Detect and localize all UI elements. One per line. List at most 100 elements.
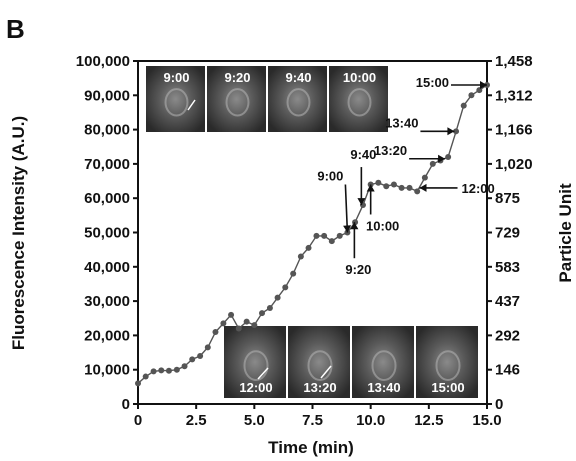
y2-tick-label: 146: [495, 362, 520, 379]
x-tick-label: 15.0: [472, 412, 501, 429]
data-point: [297, 253, 304, 260]
annotation-label: 9:40: [350, 147, 376, 162]
data-point: [220, 320, 227, 327]
inset-cell-ring: [371, 350, 397, 382]
y2-tick-label: 729: [495, 225, 520, 242]
y2-tick-label: 583: [495, 259, 520, 276]
inset-time-label: 10:00: [343, 70, 376, 85]
inset-cell-ring: [286, 88, 311, 117]
data-point: [429, 160, 436, 167]
inset-image: [268, 66, 327, 132]
data-point: [313, 232, 320, 239]
inset-image: [288, 326, 350, 398]
inset-cell-ring: [307, 350, 333, 382]
x-tick-label: 7.5: [302, 412, 323, 429]
data-point: [251, 322, 258, 329]
y-tick-label: 30,000: [84, 293, 130, 310]
x-tick-label: 12.5: [414, 412, 443, 429]
y-tick-label: 70,000: [84, 156, 130, 173]
data-point: [189, 356, 196, 363]
data-point: [142, 373, 149, 380]
inset-time-label: 9:00: [163, 70, 189, 85]
y2-tick-label: 1,020: [495, 156, 533, 173]
annotation-arrowhead: [366, 184, 375, 192]
annotation-label: 10:00: [366, 218, 399, 233]
data-point: [181, 363, 188, 370]
data-point: [321, 232, 328, 239]
data-point: [243, 318, 250, 325]
data-point: [476, 87, 483, 94]
data-point: [390, 181, 397, 188]
inset-cell-ring: [347, 88, 372, 117]
data-point: [336, 232, 343, 239]
y-tick-label: 80,000: [84, 122, 130, 139]
data-point: [165, 367, 172, 374]
y2-tick-label: 437: [495, 293, 520, 310]
annotation-arrowhead: [350, 222, 359, 230]
y2-axis-label: Particle Unit: [556, 183, 575, 283]
inset-image: [207, 66, 266, 132]
panel-label: B: [6, 14, 25, 44]
y2-tick-label: 1,166: [495, 122, 533, 139]
annotation-label: 9:00: [317, 169, 343, 184]
y-tick-label: 40,000: [84, 259, 130, 276]
data-point: [406, 184, 413, 191]
data-point: [460, 102, 467, 109]
inset-cell-ring: [225, 88, 250, 117]
data-point: [421, 174, 428, 181]
inset-images-bottom: 12:00 13:20 13:40 15:00: [223, 325, 481, 399]
data-point: [235, 325, 242, 332]
data-point: [173, 366, 180, 373]
data-point: [453, 128, 460, 135]
data-point: [204, 344, 211, 351]
inset-cell-ring: [243, 350, 269, 382]
annotation-arrowhead: [343, 225, 352, 233]
data-point: [212, 328, 219, 335]
data-point: [305, 244, 312, 251]
data-point: [197, 352, 204, 359]
data-point: [414, 188, 421, 195]
inset-pointer-arrow: [187, 99, 196, 111]
inset-image: [416, 326, 478, 398]
data-point: [398, 184, 405, 191]
inset-time-label: 9:40: [285, 70, 311, 85]
data-series: [135, 82, 490, 387]
data-point: [445, 154, 452, 161]
annotation-label: 12:00: [462, 181, 495, 196]
inset-time-label: 12:00: [239, 380, 272, 395]
y-axis-label: Fluorescence Intensity (A.U.): [9, 116, 28, 350]
annotation-label: 15:00: [416, 75, 449, 90]
annotation-label: 13:40: [385, 115, 418, 130]
annotation-arrowhead: [480, 81, 487, 89]
y-tick-label: 10,000: [84, 362, 130, 379]
x-tick-label: 0: [134, 412, 142, 429]
data-point: [228, 311, 235, 318]
inset-pointer-arrow: [320, 365, 332, 379]
y2-tick-label: 1,312: [495, 87, 533, 104]
x-tick-label: 10.0: [356, 412, 385, 429]
axis-ticks: 0 2.5 5.0 7.5 10.0 12.5 15.0010,00020,00030,00…: [76, 53, 533, 429]
annotation-arrowhead: [438, 154, 446, 163]
y2-tick-label: 1,458: [495, 53, 533, 70]
inset-time-label: 9:20: [224, 70, 250, 85]
y2-tick-label: 292: [495, 327, 520, 344]
y-tick-label: 0: [122, 396, 130, 413]
series-line: [137, 84, 488, 384]
annotation-arrowhead: [357, 198, 366, 206]
annotation-arrowhead: [447, 127, 455, 136]
inset-time-label: 13:20: [303, 380, 336, 395]
inset-cell-ring: [164, 88, 189, 117]
data-point: [375, 179, 382, 186]
data-point: [282, 284, 289, 291]
y-tick-label: 60,000: [84, 190, 130, 207]
data-point: [468, 92, 475, 99]
y-tick-label: 100,000: [76, 53, 130, 70]
inset-images-top: 9:00 9:20 9:40 10:00: [145, 65, 391, 133]
data-point: [266, 304, 273, 311]
data-point: [158, 367, 165, 374]
inset-image: [224, 326, 286, 398]
y2-tick-label: 0: [495, 396, 503, 413]
x-tick-label: 5.0: [244, 412, 265, 429]
annotation-label: 13:20: [374, 143, 407, 158]
